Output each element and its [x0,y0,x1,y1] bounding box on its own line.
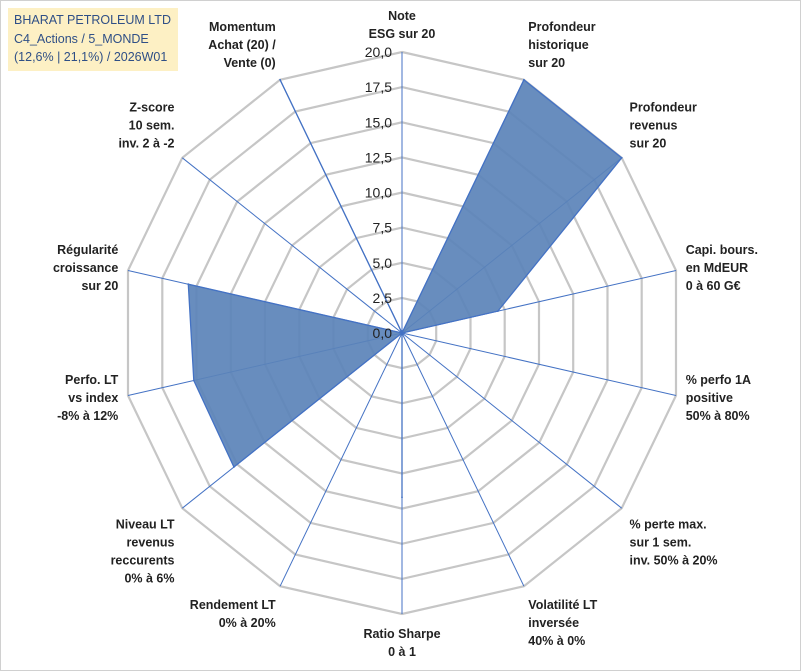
category-label-line: 40% à 0% [528,634,585,648]
data-point [401,496,403,499]
title-line-1: BHARAT PETROLEUM LTD [14,13,171,27]
category-label-line: revenus [127,535,175,549]
category-label-line: % perte max. [630,517,707,531]
category-label: Perfo. LT vs index -8% à 12% [57,373,119,423]
chart-title: BHARAT PETROLEUM LTD C4_Actions / 5_MOND… [8,8,178,71]
category-label-line: Vente (0) [224,56,276,70]
category-label: Capi. bours. en MdEUR 0 à 60 G€ [686,243,758,293]
category-label-line: Profondeur [630,101,697,115]
category-label: Note ESG sur 20 [369,9,436,41]
category-label: Rendement LT 0% à 20% [190,598,276,630]
category-label-line: inv. 2 à -2 [118,137,174,151]
category-label-line: 0% à 20% [219,616,276,630]
tick-label: 7,5 [373,220,393,236]
category-label-line: Z-score [129,101,174,115]
tick-label: 5,0 [373,255,393,271]
category-label-line: 0% à 6% [124,571,174,585]
category-label-line: inv. 50% à 20% [630,553,718,567]
title-line-3: (12,6% | 21,1%) / 2026W01 [14,50,168,64]
category-label-line: positive [686,391,733,405]
category-label-line: Profondeur [528,20,595,34]
tick-label: 17,5 [365,79,392,95]
category-label-line: Perfo. LT [65,373,119,387]
tick-label: 0,0 [373,325,393,341]
tick-label: 15,0 [365,114,392,130]
category-label-line: sur 20 [528,56,565,70]
category-label-line: Rendement LT [190,598,276,612]
category-label-line: Achat (20) / [208,38,276,52]
data-point [279,78,281,81]
radial-tick-labels: 0,0 2,5 5,0 7,5 10,0 12,5 15,0 17,5 20,0 [365,44,392,341]
category-label: Ratio Sharpe 0 à 1 [363,627,440,659]
category-label: % perfo 1A positive 50% à 80% [686,373,751,423]
data-point [401,332,403,334]
category-label-line: en MdEUR [686,261,749,275]
axis-spoke [181,157,403,334]
data-point [192,379,195,382]
category-label: Niveau LT revenus reccurents 0% à 6% [111,517,175,585]
category-label: Profondeur revenus sur 20 [630,101,697,151]
category-label-line: Ratio Sharpe [363,627,440,641]
category-label-line: Capi. bours. [686,243,758,257]
category-label-line: 50% à 80% [686,409,750,423]
category-label-line: sur 20 [81,279,118,293]
category-label-line: vs index [68,391,118,405]
category-label-line: 0 à 1 [388,645,416,659]
axis-spoke [401,332,623,509]
category-label-line: Régularité [57,243,118,257]
category-label-line: sur 1 sem. [630,535,692,549]
category-labels: Note ESG sur 20 Profondeur historique sur 20… [53,9,758,659]
category-label: Volatilité LT inversée 40% à 0% [528,598,597,648]
tick-label: 2,5 [373,290,393,306]
category-label-line: Note [388,9,416,23]
axis-spoke [401,332,677,396]
category-label-line: % perfo 1A [686,373,751,387]
data-point [233,466,235,468]
category-label-line: revenus [630,119,678,133]
axis-spoke [279,332,403,587]
data-point [620,156,623,159]
category-label: Momentum Achat (20) / Vente (0) [208,20,276,70]
data-point [497,310,499,312]
category-label-line: Momentum [209,20,276,34]
category-label-line: inversée [528,616,579,630]
category-label: Profondeur historique sur 20 [528,20,595,70]
series-layer [187,78,623,499]
data-point [187,283,190,286]
tick-label: 12,5 [365,149,392,165]
category-label-line: 0 à 60 G€ [686,279,741,293]
category-label-line: sur 20 [630,137,667,151]
category-label: Z-score 10 sem. inv. 2 à -2 [118,101,174,151]
data-point [523,78,525,81]
category-label-line: Volatilité LT [528,598,597,612]
category-label-line: 10 sem. [129,119,175,133]
axis-spoke [401,332,525,587]
category-label-line: -8% à 12% [57,409,118,423]
category-label-line: ESG sur 20 [369,27,436,41]
category-label: Régularité croissance sur 20 [53,243,118,293]
category-label-line: Niveau LT [116,517,175,531]
category-label-line: reccurents [111,553,175,567]
category-label-line: croissance [53,261,118,275]
series-area [187,78,623,498]
tick-label: 10,0 [365,185,392,201]
title-line-2: C4_Actions / 5_MONDE [14,31,149,46]
tick-label: 20,0 [365,44,392,60]
category-label: % perte max. sur 1 sem. inv. 50% à 20% [630,517,718,567]
category-label-line: historique [528,38,588,52]
